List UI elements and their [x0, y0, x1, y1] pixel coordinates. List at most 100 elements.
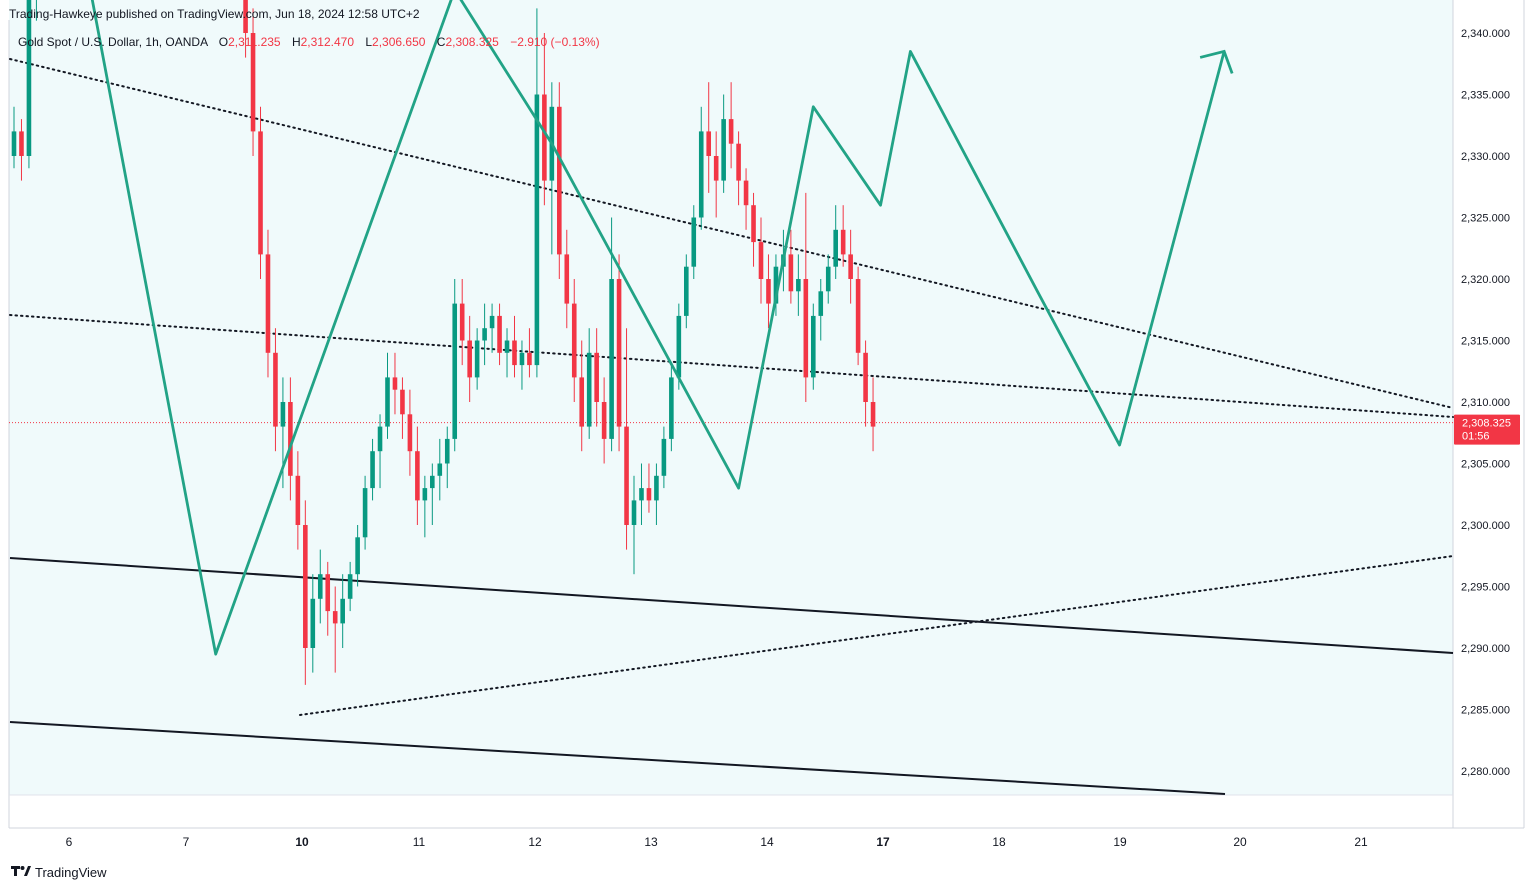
candle-body [728, 119, 734, 144]
candle-body [639, 488, 644, 501]
y-tick-label: 2,320.000 [1461, 274, 1510, 286]
open-value: 2,311.235 [228, 35, 281, 49]
candle-body [392, 377, 398, 390]
candle-body [833, 229, 838, 267]
candle-body [474, 340, 480, 378]
channel-top-line [9, 557, 1454, 654]
candle-body [796, 279, 801, 292]
candle-body [579, 377, 585, 427]
candle-body [803, 279, 809, 378]
x-tick-label: 18 [992, 835, 1006, 849]
candle-body [616, 279, 622, 427]
candle-body [407, 414, 413, 452]
candle-body [280, 402, 286, 427]
y-tick-label: 2,315.000 [1461, 336, 1510, 348]
candle-body [654, 475, 659, 501]
x-tick-label: 7 [183, 835, 190, 849]
candle-body [542, 94, 547, 181]
y-tick-label: 2,295.000 [1461, 582, 1510, 594]
x-tick-label: 12 [528, 835, 542, 849]
candle-body [19, 131, 24, 156]
candle-body [810, 315, 816, 378]
candle-body [26, 0, 32, 156]
candle-body [400, 389, 405, 415]
change-value: −2.910 (−0.13%) [510, 35, 600, 49]
y-tick-label: 2,305.000 [1461, 459, 1510, 471]
y-tick-label: 2,330.000 [1461, 151, 1510, 163]
x-tick-label: 21 [1354, 835, 1368, 849]
middle-trendline [9, 314, 1454, 418]
candle-body [863, 352, 868, 402]
candle-body [631, 500, 637, 525]
candle-body [467, 340, 472, 378]
candle-body [743, 180, 749, 206]
projection-arrowhead [1199, 49, 1234, 74]
channel-bottom-line [9, 721, 1226, 795]
candle-body [273, 352, 278, 427]
y-tick-label: 2,285.000 [1461, 705, 1510, 717]
candle-body [489, 315, 495, 329]
candle-body [825, 266, 831, 292]
tradingview-brand[interactable]: TradingView [11, 865, 107, 880]
high-value: 2,312.470 [300, 35, 355, 49]
y-tick-label: 2,290.000 [1461, 643, 1510, 655]
publisher-caption: Trading-Hawkeye published on TradingView… [9, 7, 420, 21]
candle-body [347, 574, 353, 599]
candle-body [601, 402, 607, 439]
candle-body [459, 303, 465, 341]
close-key: C [436, 35, 446, 49]
candle-body [422, 488, 428, 501]
candle-body [736, 143, 741, 181]
price-tag-box [1454, 414, 1520, 445]
candle-body [840, 229, 846, 255]
x-tick-label: 6 [66, 835, 73, 849]
x-tick-label: 14 [760, 835, 774, 849]
y-tick-label: 2,280.000 [1461, 766, 1510, 778]
price-tag-countdown: 01:56 [1462, 431, 1490, 443]
candle-body [355, 537, 360, 575]
price-tag-value: 2,308.325 [1462, 418, 1511, 430]
candle-body [870, 402, 876, 427]
candle-body [855, 279, 861, 353]
low-key: L [365, 35, 373, 49]
candle-body [818, 291, 824, 316]
candle-body [848, 254, 853, 279]
candle-body [437, 463, 443, 476]
candle-body [452, 303, 458, 439]
symbol-title: Gold Spot / U.S. Dollar, 1h, OANDA [18, 35, 208, 49]
candle-body [385, 377, 390, 427]
candle-body [684, 266, 689, 316]
candle-body [534, 94, 540, 366]
x-tick-label: 19 [1113, 835, 1127, 849]
candle-body [512, 340, 517, 366]
candle-body [586, 352, 592, 427]
candle-body [751, 205, 756, 243]
candle-body [571, 303, 577, 378]
candle-body [295, 475, 301, 525]
x-tick-label: 11 [413, 835, 426, 849]
rising-support-trendline [299, 555, 1454, 716]
candle-body [370, 451, 375, 489]
y-tick-label: 2,325.000 [1461, 213, 1510, 225]
candle-body [624, 426, 629, 525]
x-tick-label: 20 [1233, 835, 1247, 849]
candle-body [609, 279, 614, 439]
high-key: H [291, 35, 301, 49]
candle-body [504, 340, 510, 353]
open-key: O [218, 35, 229, 49]
candle-body [11, 131, 17, 156]
candle-body [325, 574, 331, 612]
candle-body [482, 328, 487, 341]
candle-body [706, 131, 712, 156]
candle-body [713, 156, 719, 181]
candle-body [444, 438, 450, 464]
candle-body [646, 488, 652, 501]
candle-body [317, 574, 323, 599]
low-value: 2,306.650 [372, 35, 426, 49]
candle-body [377, 426, 383, 452]
candle-body [497, 315, 502, 353]
y-tick-label: 2,335.000 [1461, 90, 1510, 102]
candle-body [788, 254, 794, 292]
